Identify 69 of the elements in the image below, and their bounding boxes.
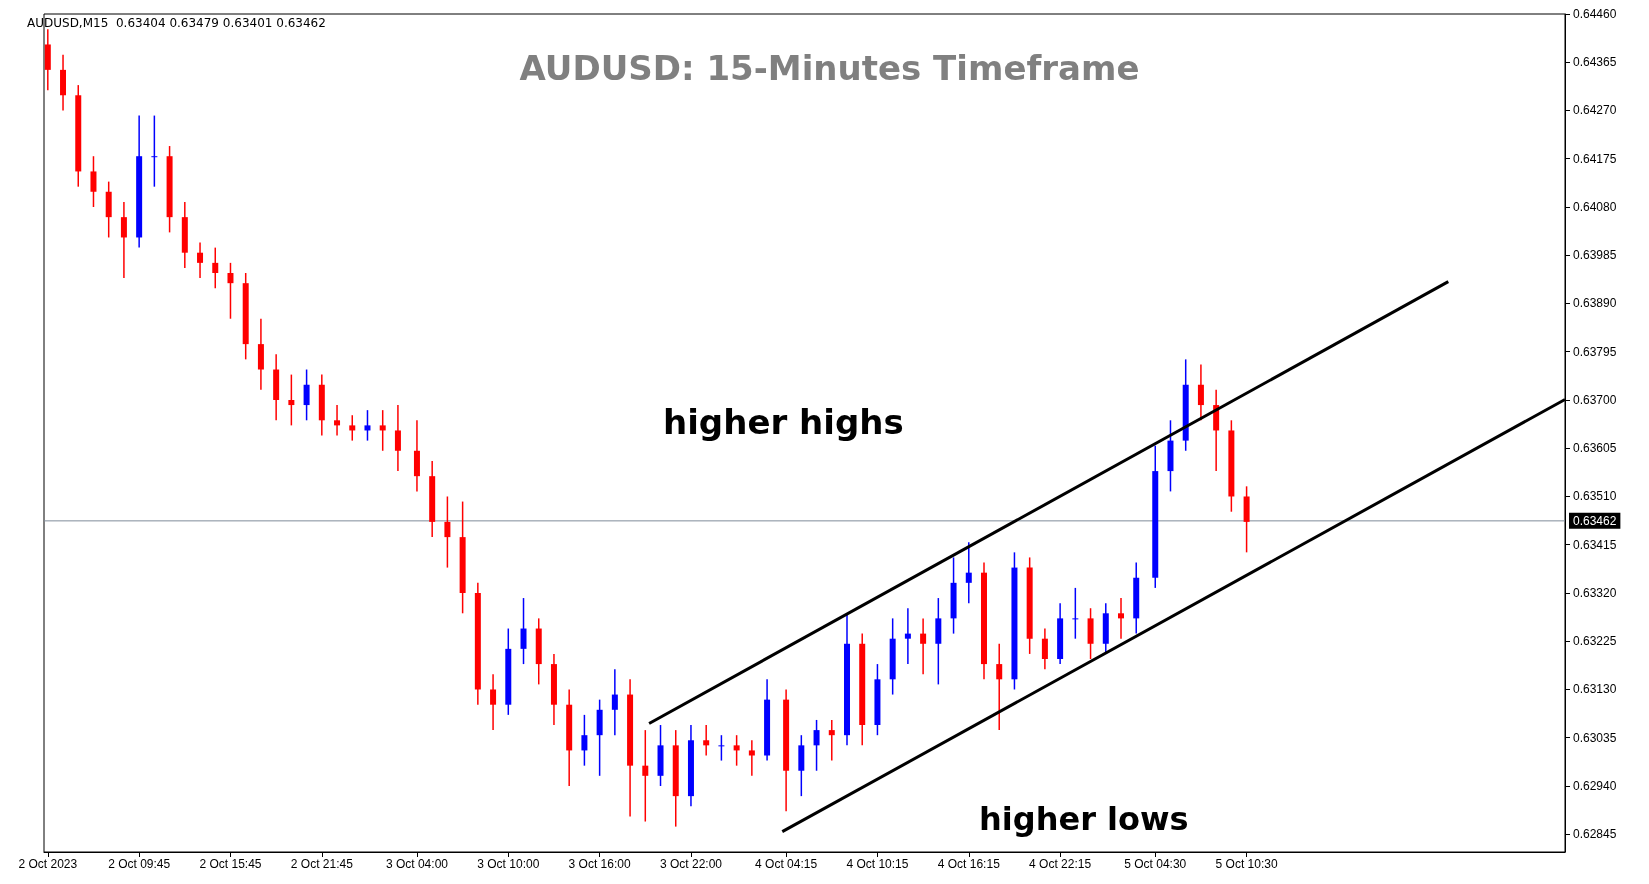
candlestick	[718, 734, 725, 762]
x-tick-label: 2 Oct 09:45	[108, 857, 171, 871]
candlestick	[748, 739, 755, 777]
candlestick	[828, 719, 835, 762]
candlestick	[349, 414, 356, 442]
candlestick	[288, 373, 295, 427]
candlestick	[813, 719, 820, 772]
y-tick-label: 0.63130	[1573, 682, 1617, 697]
y-tick-label: 0.62845	[1573, 827, 1617, 842]
candlestick	[444, 495, 451, 569]
candlestick	[733, 734, 740, 767]
y-tick-label: 0.63035	[1573, 730, 1617, 745]
candlestick	[520, 597, 527, 665]
candlestick	[394, 404, 401, 472]
candlestick	[920, 617, 927, 675]
candlestick	[1072, 587, 1079, 640]
y-tick-label: 0.63985	[1573, 248, 1617, 263]
annotation: higher lows	[979, 800, 1189, 838]
x-tick-label: 5 Oct 04:30	[1124, 857, 1187, 871]
candlestick	[581, 714, 588, 767]
candlestick	[642, 729, 649, 823]
x-tick-label: 2 Oct 15:45	[199, 857, 262, 871]
y-tick-label: 0.63225	[1573, 634, 1617, 649]
x-tick-label: 3 Oct 16:00	[568, 857, 631, 871]
candlestick	[904, 607, 911, 665]
x-tick-label: 2 Oct 21:45	[290, 857, 354, 871]
y-tick-label: 0.64460	[1573, 7, 1617, 21]
y-tick-label: 0.63605	[1573, 441, 1617, 456]
candlestick	[120, 201, 127, 279]
x-tick-label: 3 Oct 10:00	[477, 857, 540, 871]
ref-line-label: 0.63462	[1573, 513, 1617, 528]
x-tick-label: 5 Oct 10:30	[1215, 857, 1278, 871]
y-tick-label: 0.63510	[1573, 489, 1617, 504]
candlestick	[90, 155, 97, 208]
x-tick-label: 4 Oct 16:15	[937, 857, 1001, 871]
text: AUDUSD: 15-Minutes Timeframe	[519, 48, 1140, 88]
candlestick	[996, 643, 1003, 731]
x-tick-label: 2 Oct 2023	[18, 857, 78, 871]
y-tick-label: 0.64080	[1573, 199, 1617, 214]
y-tick-label: 0.63415	[1573, 537, 1617, 552]
x-tick-label: 4 Oct 04:15	[755, 857, 818, 871]
candlestick	[1118, 597, 1125, 640]
candlestick	[379, 409, 386, 452]
y-tick-label: 0.64175	[1573, 151, 1617, 166]
annotation: AUDUSD,M15 0.63404 0.63479 0.63401 0.63462	[27, 16, 326, 30]
annotation: higher highs	[663, 402, 904, 442]
candlestick	[703, 724, 710, 757]
candlestick	[303, 368, 310, 422]
x-tick-label: 3 Oct 04:00	[385, 857, 449, 871]
y-tick-label: 0.63890	[1573, 296, 1617, 311]
y-tick-label: 0.64270	[1573, 103, 1617, 118]
candlestick	[212, 246, 219, 289]
candlestick	[197, 241, 204, 279]
y-tick-label: 0.63795	[1573, 344, 1617, 359]
candlestick	[151, 114, 158, 188]
candlestick	[611, 668, 618, 736]
y-tick-label: 0.64365	[1573, 55, 1617, 70]
x-tick-label: 3 Oct 22:00	[659, 857, 723, 871]
x-tick-label: 4 Oct 22:15	[1029, 857, 1092, 871]
candlestick	[364, 409, 371, 442]
candlestick	[1041, 627, 1048, 670]
y-tick-label: 0.63700	[1573, 392, 1617, 407]
candlestick	[334, 404, 341, 437]
candlestick	[227, 262, 234, 320]
y-tick-label: 0.62940	[1573, 778, 1617, 793]
x-tick-label: 4 Oct 10:15	[846, 857, 909, 871]
y-tick-label: 0.63320	[1573, 585, 1617, 600]
candlestick	[965, 541, 972, 604]
candlestick	[490, 673, 497, 731]
